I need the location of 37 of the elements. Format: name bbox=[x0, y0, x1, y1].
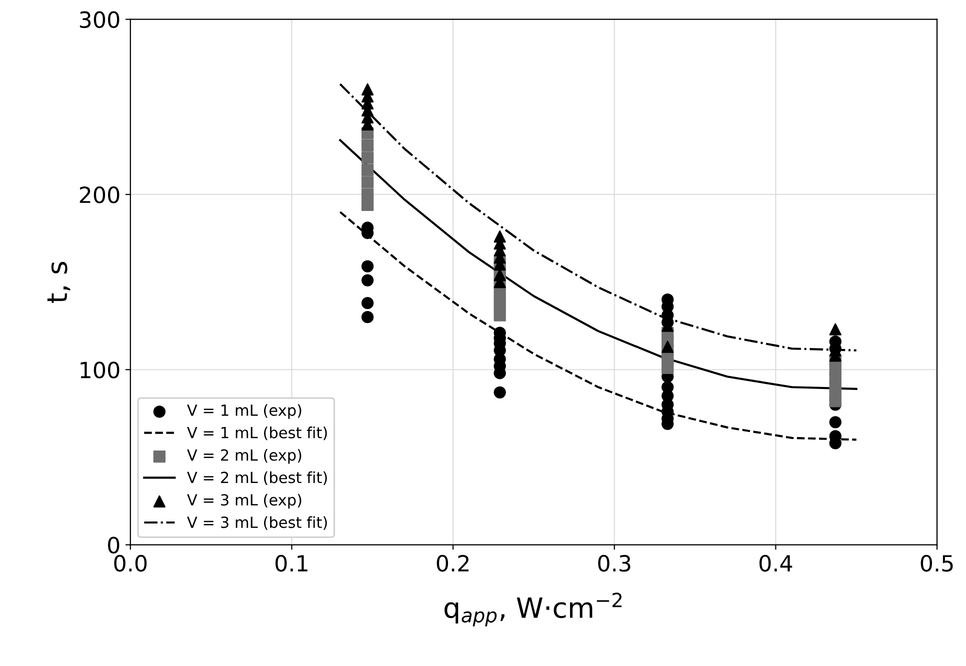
point bbox=[829, 416, 842, 428]
legend-label: V = 1 mL (best fit) bbox=[187, 426, 327, 440]
y-tick-label: 300 bbox=[80, 11, 120, 28]
x-axis-title: q$_{app}$, W·cm$^{−2}$ bbox=[444, 592, 622, 626]
point bbox=[494, 298, 506, 311]
line-series bbox=[339, 83, 858, 352]
x-tick-label: 0.3 bbox=[598, 554, 630, 572]
point bbox=[361, 139, 374, 152]
y-tick-label: 100 bbox=[80, 362, 120, 378]
x-tick-label: 0.1 bbox=[276, 554, 308, 572]
point bbox=[361, 176, 374, 188]
point bbox=[361, 198, 374, 212]
point bbox=[829, 323, 842, 336]
legend-label: V = 3 mL (best fit) bbox=[187, 516, 327, 530]
point bbox=[829, 395, 842, 408]
point bbox=[494, 386, 506, 398]
line-series bbox=[339, 139, 858, 390]
x-tick-label: 0.0 bbox=[114, 554, 147, 572]
point bbox=[361, 260, 374, 272]
point bbox=[662, 340, 674, 353]
legend-label: V = 1 mL (exp) bbox=[187, 404, 302, 419]
y-tick-label: 0 bbox=[108, 536, 120, 554]
point bbox=[361, 311, 374, 324]
y-axis-title: t, s bbox=[47, 262, 70, 303]
point bbox=[361, 274, 374, 286]
point bbox=[494, 309, 506, 322]
x-tick-label: 0.4 bbox=[759, 554, 792, 572]
point bbox=[361, 164, 374, 176]
y-tick-label: 200 bbox=[80, 186, 120, 204]
legend-label: V = 2 mL (exp) bbox=[187, 448, 302, 464]
x-tick-label: 0.2 bbox=[436, 554, 468, 572]
legend-label: V = 3 mL (exp) bbox=[187, 494, 302, 509]
point bbox=[361, 152, 374, 164]
legend-label: V = 2 mL (best fit) bbox=[187, 471, 327, 486]
point bbox=[361, 296, 374, 310]
point bbox=[662, 362, 674, 374]
x-tick-label: 0.5 bbox=[920, 554, 953, 572]
